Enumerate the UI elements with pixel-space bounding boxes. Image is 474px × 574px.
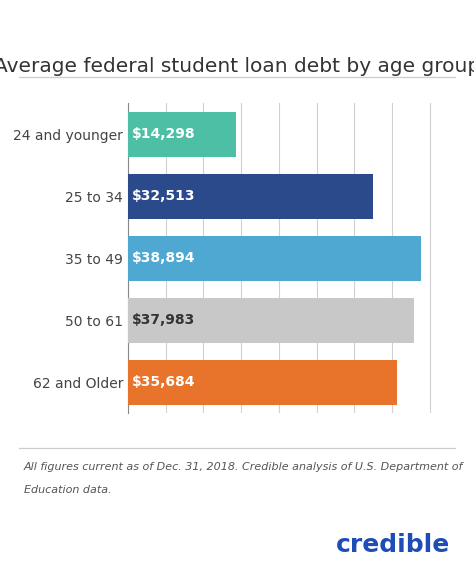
Bar [128, 174, 373, 219]
Text: $14,298: $14,298 [132, 127, 195, 141]
Bar [128, 112, 236, 157]
Text: Education data.: Education data. [24, 485, 111, 495]
Text: $35,684: $35,684 [132, 375, 195, 389]
Text: $38,894: $38,894 [132, 251, 195, 265]
Bar [128, 298, 414, 343]
Text: Average federal student loan debt by age group: Average federal student loan debt by age… [0, 57, 474, 76]
Bar [128, 236, 421, 281]
Text: All figures current as of Dec. 31, 2018. Credible analysis of U.S. Department of: All figures current as of Dec. 31, 2018.… [24, 462, 463, 472]
Bar [128, 360, 397, 405]
Text: $32,513: $32,513 [132, 189, 195, 203]
Text: credible: credible [336, 533, 450, 557]
Text: $37,983: $37,983 [132, 313, 195, 327]
